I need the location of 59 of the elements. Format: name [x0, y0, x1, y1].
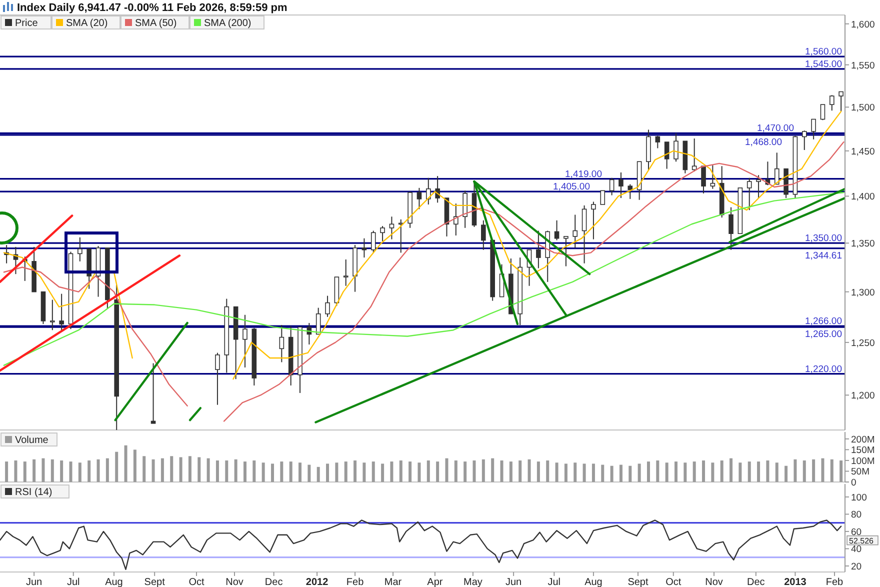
y-tick-label: 100 [851, 492, 867, 504]
x-tick-label: Feb [826, 577, 844, 587]
ref-line-label: 1,405.00 [553, 182, 590, 193]
x-tick-label: Feb [346, 577, 364, 587]
x-tick-label: Sept [628, 577, 649, 587]
y-tick-label: 1,250 [851, 338, 875, 349]
x-tick-label: Sept [144, 577, 166, 587]
y-tick-label: 60 [851, 526, 862, 538]
y-tick-label: 1,300 [851, 287, 875, 298]
ref-line-label: 1,344.61 [805, 250, 842, 262]
x-tick-label: Aug [105, 577, 123, 587]
x-tick-label: 2013 [784, 577, 807, 587]
x-tick-label: Nov [226, 577, 244, 587]
legend-label: Price [15, 18, 38, 29]
ref-line-label: 1,468.00 [745, 136, 782, 148]
x-tick-label: Jun [505, 577, 522, 587]
y-tick-label: 50M [851, 466, 870, 478]
legend-label: Volume [15, 435, 49, 446]
ref-line-label: 1,545.00 [805, 58, 842, 70]
y-tick-label: 1,550 [851, 60, 875, 72]
x-tick-label: Apr [427, 577, 444, 587]
y-tick-label: 1,200 [851, 390, 875, 402]
y-tick-label: 80 [851, 510, 862, 521]
ref-line-label: 1,266.00 [805, 316, 842, 328]
y-tick-label: 20 [851, 561, 862, 572]
ref-line-label: 1,350.00 [805, 233, 842, 244]
x-tick-label: Jul [66, 577, 80, 587]
legend-label: SMA (20) [66, 18, 108, 29]
y-tick-label: 200M [851, 434, 875, 446]
x-tick-label: Oct [188, 577, 205, 587]
x-tick-label: 2012 [306, 577, 329, 587]
legend-label: SMA (200) [204, 18, 252, 29]
y-tick-label: 1,500 [851, 102, 875, 114]
legend-label: SMA (50) [135, 18, 177, 29]
x-tick-label: May [463, 577, 482, 587]
legend-label: RSI (14) [15, 487, 52, 498]
x-tick-label: Jul [548, 577, 561, 587]
y-tick-label: 1,350 [851, 238, 875, 250]
ref-line-label: 1,265.00 [805, 329, 842, 340]
x-tick-label: Oct [666, 577, 682, 587]
x-tick-label: Jun [26, 577, 42, 587]
y-tick-label: 150M [851, 445, 875, 456]
ref-line-label: 1,470.00 [757, 123, 794, 134]
chart-title: Index Daily 6,941.47 -0.00% 11 Feb 2026, 8:59:59 pm [17, 2, 288, 14]
y-tick-label: 1,600 [851, 19, 875, 30]
x-tick-label: Nov [705, 577, 723, 587]
y-tick-label: 40 [851, 544, 862, 556]
text: 52.526 [849, 536, 874, 546]
x-tick-label: Dec [747, 577, 765, 587]
y-tick-label: 1,450 [851, 146, 875, 158]
x-tick-label: Dec [264, 577, 283, 587]
ref-line-label: 1,419.00 [565, 168, 602, 180]
y-tick-label: 0 [851, 478, 856, 488]
x-tick-label: Aug [584, 577, 602, 587]
ref-line-label: 1,220.00 [805, 364, 842, 375]
x-tick-label: Mar [384, 577, 402, 587]
y-tick-label: 1,400 [851, 192, 875, 203]
y-tick-label: 100M [851, 456, 875, 467]
ref-line-label: 1,560.00 [805, 46, 842, 58]
